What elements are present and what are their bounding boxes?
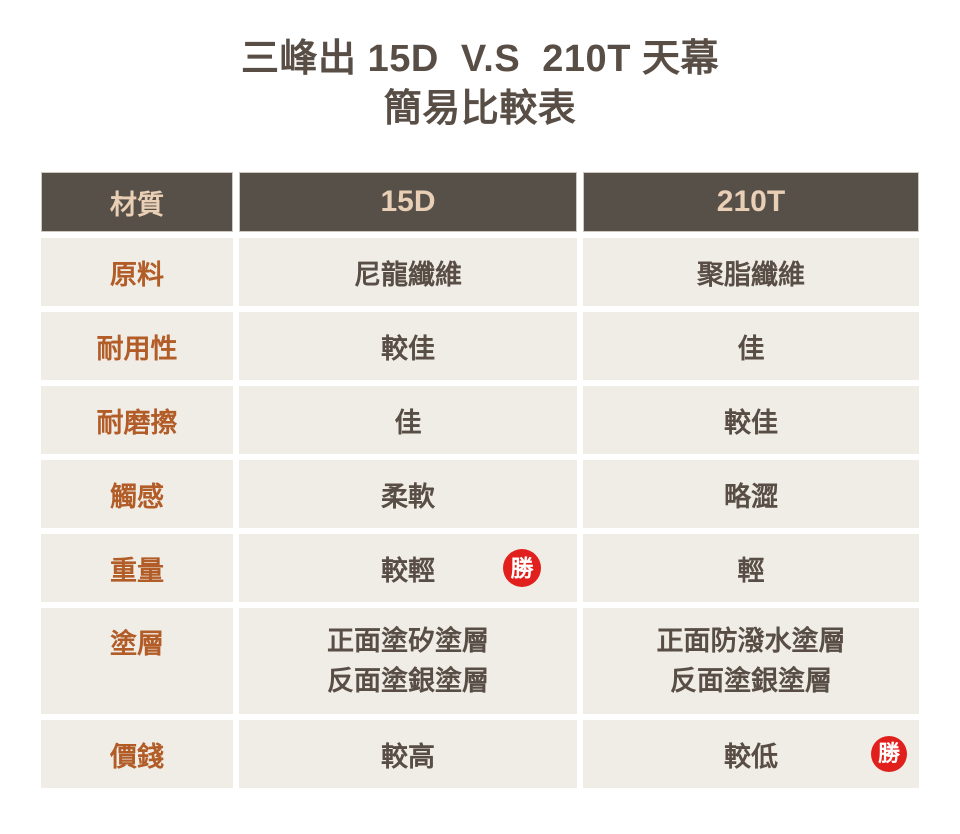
cell-text: 較佳 bbox=[724, 407, 778, 438]
cell-text: 較輕 bbox=[381, 555, 435, 586]
cell-text: 輕 bbox=[737, 555, 765, 586]
win-badge: 勝 bbox=[503, 549, 541, 587]
table-row: 原料 尼龍纖維 聚脂纖維 bbox=[41, 238, 919, 306]
cell-text-stack: 正面防潑水塗層 反面塗銀塗層 bbox=[656, 625, 846, 696]
cell-210t: 輕 bbox=[583, 534, 919, 602]
header-cell-210t: 210T bbox=[583, 172, 919, 232]
row-label: 觸感 bbox=[41, 460, 233, 528]
header-cell-15d: 15D bbox=[239, 172, 577, 232]
row-label: 耐磨擦 bbox=[41, 386, 233, 454]
cell-text: 佳 bbox=[737, 333, 765, 364]
comparison-table: 材質 15D 210T 原料 尼龍纖維 聚脂纖維 耐用性 較佳 佳 耐磨擦 bbox=[41, 172, 919, 788]
table-row: 塗層 正面塗矽塗層 反面塗銀塗層 正面防潑水塗層 反面塗銀塗層 bbox=[41, 608, 919, 714]
table-row: 觸感 柔軟 略澀 bbox=[41, 460, 919, 528]
cell-15d: 柔軟 bbox=[239, 460, 577, 528]
table-row: 重量 較輕 勝 輕 bbox=[41, 534, 919, 602]
cell-text: 佳 bbox=[394, 407, 422, 438]
cell-210t: 較佳 bbox=[583, 386, 919, 454]
header-cell-attribute: 材質 bbox=[41, 172, 233, 232]
cell-15d: 較佳 bbox=[239, 312, 577, 380]
cell-text: 較佳 bbox=[381, 333, 435, 364]
row-label: 重量 bbox=[41, 534, 233, 602]
cell-text: 較低 bbox=[724, 741, 778, 772]
cell-15d: 較高 bbox=[239, 720, 577, 788]
row-label: 原料 bbox=[41, 238, 233, 306]
table-row: 耐磨擦 佳 較佳 bbox=[41, 386, 919, 454]
cell-text: 略澀 bbox=[724, 481, 778, 512]
cell-210t: 略澀 bbox=[583, 460, 919, 528]
cell-210t: 聚脂纖維 bbox=[583, 238, 919, 306]
cell-text: 較高 bbox=[381, 741, 435, 772]
cell-210t: 佳 bbox=[583, 312, 919, 380]
cell-15d: 正面塗矽塗層 反面塗銀塗層 bbox=[239, 608, 577, 714]
cell-text-line-2: 反面塗銀塗層 bbox=[327, 666, 489, 696]
win-badge: 勝 bbox=[871, 736, 907, 772]
cell-text: 尼龍纖維 bbox=[354, 259, 462, 290]
page-title: 三峰出 15D V.S 210T 天幕 簡易比較表 bbox=[0, 34, 960, 134]
cell-text-stack: 正面塗矽塗層 反面塗銀塗層 bbox=[327, 625, 489, 696]
table-header-row: 材質 15D 210T bbox=[41, 172, 919, 232]
page-title-line-1: 三峰出 15D V.S 210T 天幕 bbox=[241, 38, 719, 80]
cell-15d: 較輕 勝 bbox=[239, 534, 577, 602]
page-title-line-2: 簡易比較表 bbox=[383, 88, 577, 130]
cell-text-line-1: 正面防潑水塗層 bbox=[656, 625, 846, 656]
cell-text-line-1: 正面塗矽塗層 bbox=[327, 625, 489, 656]
row-label: 塗層 bbox=[41, 608, 233, 714]
row-label: 價錢 bbox=[41, 720, 233, 788]
cell-text-line-2: 反面塗銀塗層 bbox=[670, 666, 832, 696]
cell-210t: 較低 勝 bbox=[583, 720, 919, 788]
row-label: 耐用性 bbox=[41, 312, 233, 380]
cell-text: 柔軟 bbox=[381, 481, 435, 512]
cell-text: 聚脂纖維 bbox=[697, 259, 805, 290]
table-row: 耐用性 較佳 佳 bbox=[41, 312, 919, 380]
cell-15d: 尼龍纖維 bbox=[239, 238, 577, 306]
cell-210t: 正面防潑水塗層 反面塗銀塗層 bbox=[583, 608, 919, 714]
table-row: 價錢 較高 較低 勝 bbox=[41, 720, 919, 788]
cell-15d: 佳 bbox=[239, 386, 577, 454]
